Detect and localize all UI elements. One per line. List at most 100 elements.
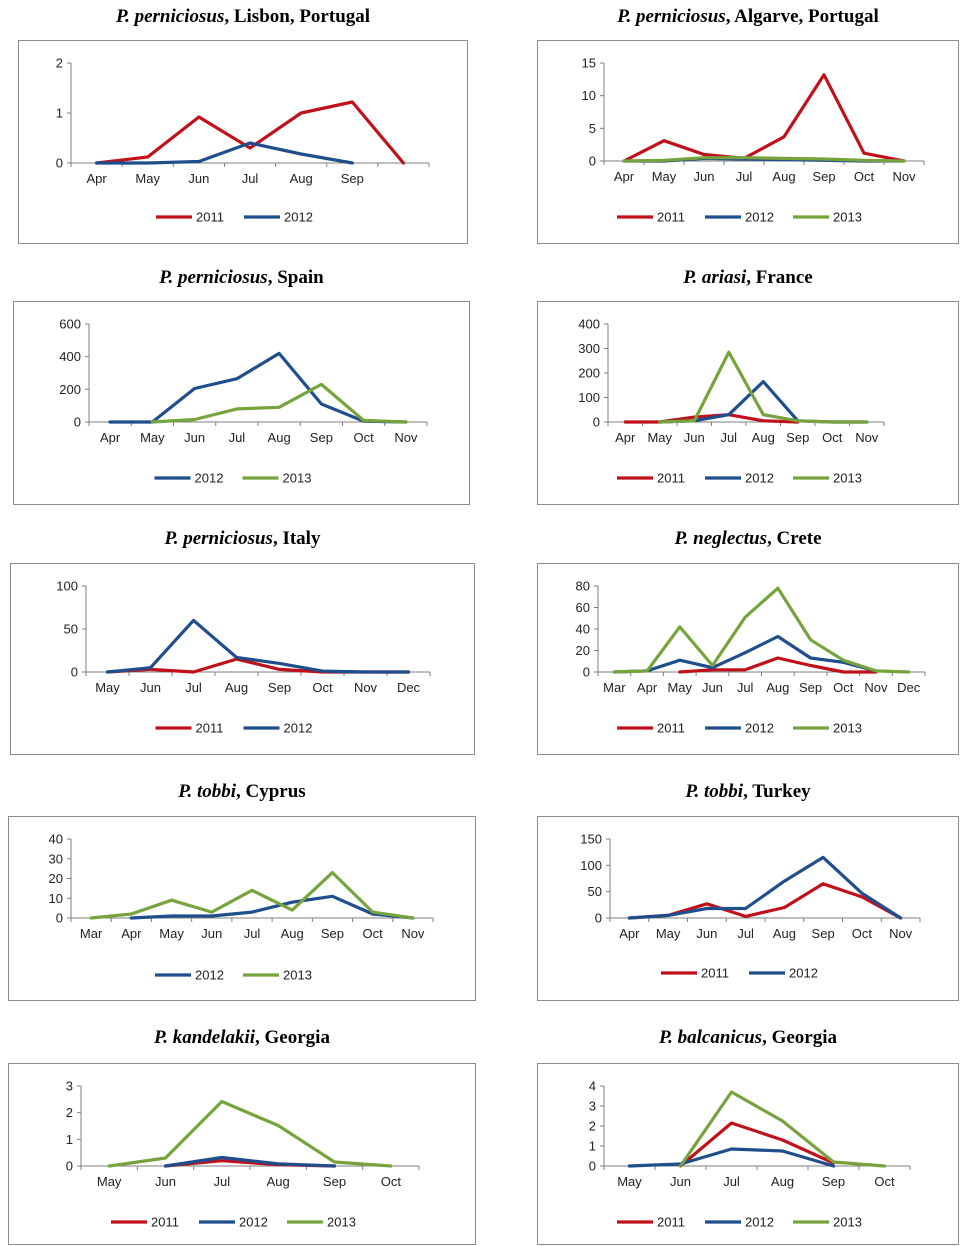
y-tick-label: 5 (589, 121, 596, 136)
y-tick-label: 0 (595, 911, 602, 926)
legend-label: 2012 (789, 966, 818, 981)
y-tick-label: 60 (576, 600, 590, 615)
chart-title: P. perniciosus, Algarve, Portugal (537, 6, 959, 30)
y-tick-label: 1 (589, 1139, 596, 1154)
x-tick-label: Jun (188, 171, 209, 186)
chart-frame: 0 1 2 3 4 May Jun Jul Aug Sep Oct 2011 2012 2013 (537, 1063, 959, 1245)
line-chart: 0 50 100 May Jun Jul Aug Sep Oct Nov Dec 2011 2012 (56, 579, 431, 736)
y-tick-label: 0 (583, 665, 590, 680)
y-tick-label: 10 (49, 891, 63, 906)
chart-title-species: P. tobbi (178, 781, 237, 802)
chart-title-location: , Turkey (743, 781, 811, 802)
series-line-2012 (612, 634, 878, 674)
x-tick-label: Apr (637, 680, 658, 695)
series-line-2013 (150, 382, 408, 424)
x-tick-label: Jul (723, 1174, 740, 1189)
chart-frame: 0 100 200 300 400 Apr May Jun Jul Aug Sep Oct Nov 201… (537, 301, 959, 505)
x-tick-label: Oct (822, 430, 843, 445)
chart-title-species: P. kandelakii (154, 1027, 256, 1048)
x-tick-label: Mar (603, 680, 626, 695)
x-tick-label: Sep (812, 169, 835, 184)
chart-title-species: P. tobbi (685, 781, 744, 802)
x-tick-label: Aug (772, 169, 795, 184)
x-tick-label: Sep (321, 926, 344, 941)
legend-label: 2011 (196, 721, 224, 736)
legend-label: 2013 (833, 1215, 862, 1230)
legend-label: 2012 (284, 721, 313, 736)
y-tick-label: 3 (66, 1079, 73, 1094)
series-line-2011 (622, 73, 906, 163)
chart-title: P. perniciosus, Italy (10, 528, 475, 552)
x-tick-label: May (667, 680, 692, 695)
x-tick-label: Jun (140, 680, 161, 695)
x-tick-label: May (97, 1174, 122, 1189)
y-tick-label: 0 (589, 154, 596, 169)
x-tick-label: Sep (310, 430, 333, 445)
chart-frame: 0 20 40 60 80 Mar Apr May Jun Jul Aug Sep Oct Nov Dec 2… (537, 563, 959, 755)
legend-label: 2012 (195, 471, 224, 486)
x-tick-label: Jun (184, 430, 205, 445)
x-tick-label: Sep (799, 680, 822, 695)
chart-title-location: , Georgia (762, 1027, 838, 1048)
chart-frame: 0 1 2 3 May Jun Jul Aug Sep Oct 2011 2012 2013 (8, 1063, 476, 1245)
y-tick-label: 400 (59, 349, 81, 364)
x-tick-label: Oct (363, 926, 384, 941)
y-tick-label: 300 (578, 341, 600, 356)
y-tick-label: 150 (580, 832, 602, 847)
x-tick-label: Jun (702, 680, 723, 695)
chart-frame: 0 5 10 15 Apr May Jun Jul Aug Sep Oct Nov 2011 2012 20… (537, 40, 959, 244)
chart-title: P. perniciosus, Spain (13, 267, 470, 291)
x-tick-label: Jul (737, 926, 754, 941)
chart-frame: 0 50 100 150 Apr May Jun Jul Aug Sep Oct Nov 2011 201… (537, 816, 959, 1001)
series-line-2013 (89, 870, 415, 920)
chart-title-location: , Italy (272, 528, 321, 549)
x-tick-label: Sep (323, 1174, 346, 1189)
chart-title: P. neglectus, Crete (537, 528, 959, 552)
legend-label: 2013 (327, 1215, 356, 1230)
legend-label: 2012 (745, 471, 774, 486)
x-tick-label: Dec (897, 680, 921, 695)
legend-label: 2012 (745, 210, 774, 225)
chart-title-species: P. perniciosus (115, 6, 225, 27)
y-tick-label: 100 (56, 579, 78, 594)
x-tick-label: Jul (229, 430, 246, 445)
legend-label: 2011 (657, 471, 685, 486)
legend-label: 2013 (833, 721, 862, 736)
legend-label: 2011 (701, 966, 729, 981)
legend-label: 2012 (745, 721, 774, 736)
legend-label: 2012 (745, 1215, 774, 1230)
chart-title-location: , Lisbon, Portugal (224, 6, 371, 27)
legend-label: 2013 (283, 968, 312, 983)
y-tick-label: 0 (589, 1159, 596, 1174)
x-tick-label: Sep (786, 430, 809, 445)
x-tick-label: Sep (822, 1174, 845, 1189)
legend-label: 2012 (239, 1215, 268, 1230)
line-chart: 0 10 20 30 40 Mar Apr May Jun Jul Aug Sep Oct Nov 2012… (49, 832, 434, 983)
series-line-2011 (678, 1121, 836, 1168)
y-tick-label: 2 (589, 1119, 596, 1134)
legend-label: 2011 (657, 721, 685, 736)
y-tick-label: 30 (49, 851, 63, 866)
series-line-2013 (678, 1090, 887, 1168)
x-tick-label: Nov (892, 169, 916, 184)
x-tick-label: Nov (354, 680, 378, 695)
x-tick-label: Nov (864, 680, 888, 695)
y-tick-label: 80 (576, 579, 590, 594)
chart-title: P. balcanicus, Georgia (537, 1027, 959, 1051)
x-tick-label: May (656, 926, 681, 941)
x-tick-label: Jun (670, 1174, 691, 1189)
chart-title-location: , Cyprus (236, 781, 306, 802)
series-line-2011 (678, 656, 878, 674)
x-tick-label: Jul (242, 171, 259, 186)
chart-title: P. kandelakii, Georgia (8, 1027, 476, 1051)
line-chart: 0 20 40 60 80 Mar Apr May Jun Jul Aug Sep Oct Nov Dec 2… (576, 579, 926, 736)
chart-title-species: P. ariasi (683, 267, 747, 288)
line-chart: 0 1 2 Apr May Jun Jul Aug Sep 2011 2012 (56, 56, 430, 225)
line-chart: 0 200 400 600 Apr May Jun Jul Aug Sep Oct Nov 2012 20… (59, 317, 428, 486)
y-tick-label: 4 (589, 1079, 596, 1094)
x-tick-label: Aug (773, 926, 796, 941)
series-line-2013 (107, 1099, 393, 1168)
legend-label: 2011 (196, 210, 224, 225)
x-tick-label: Oct (854, 169, 875, 184)
y-tick-label: 100 (580, 858, 602, 873)
